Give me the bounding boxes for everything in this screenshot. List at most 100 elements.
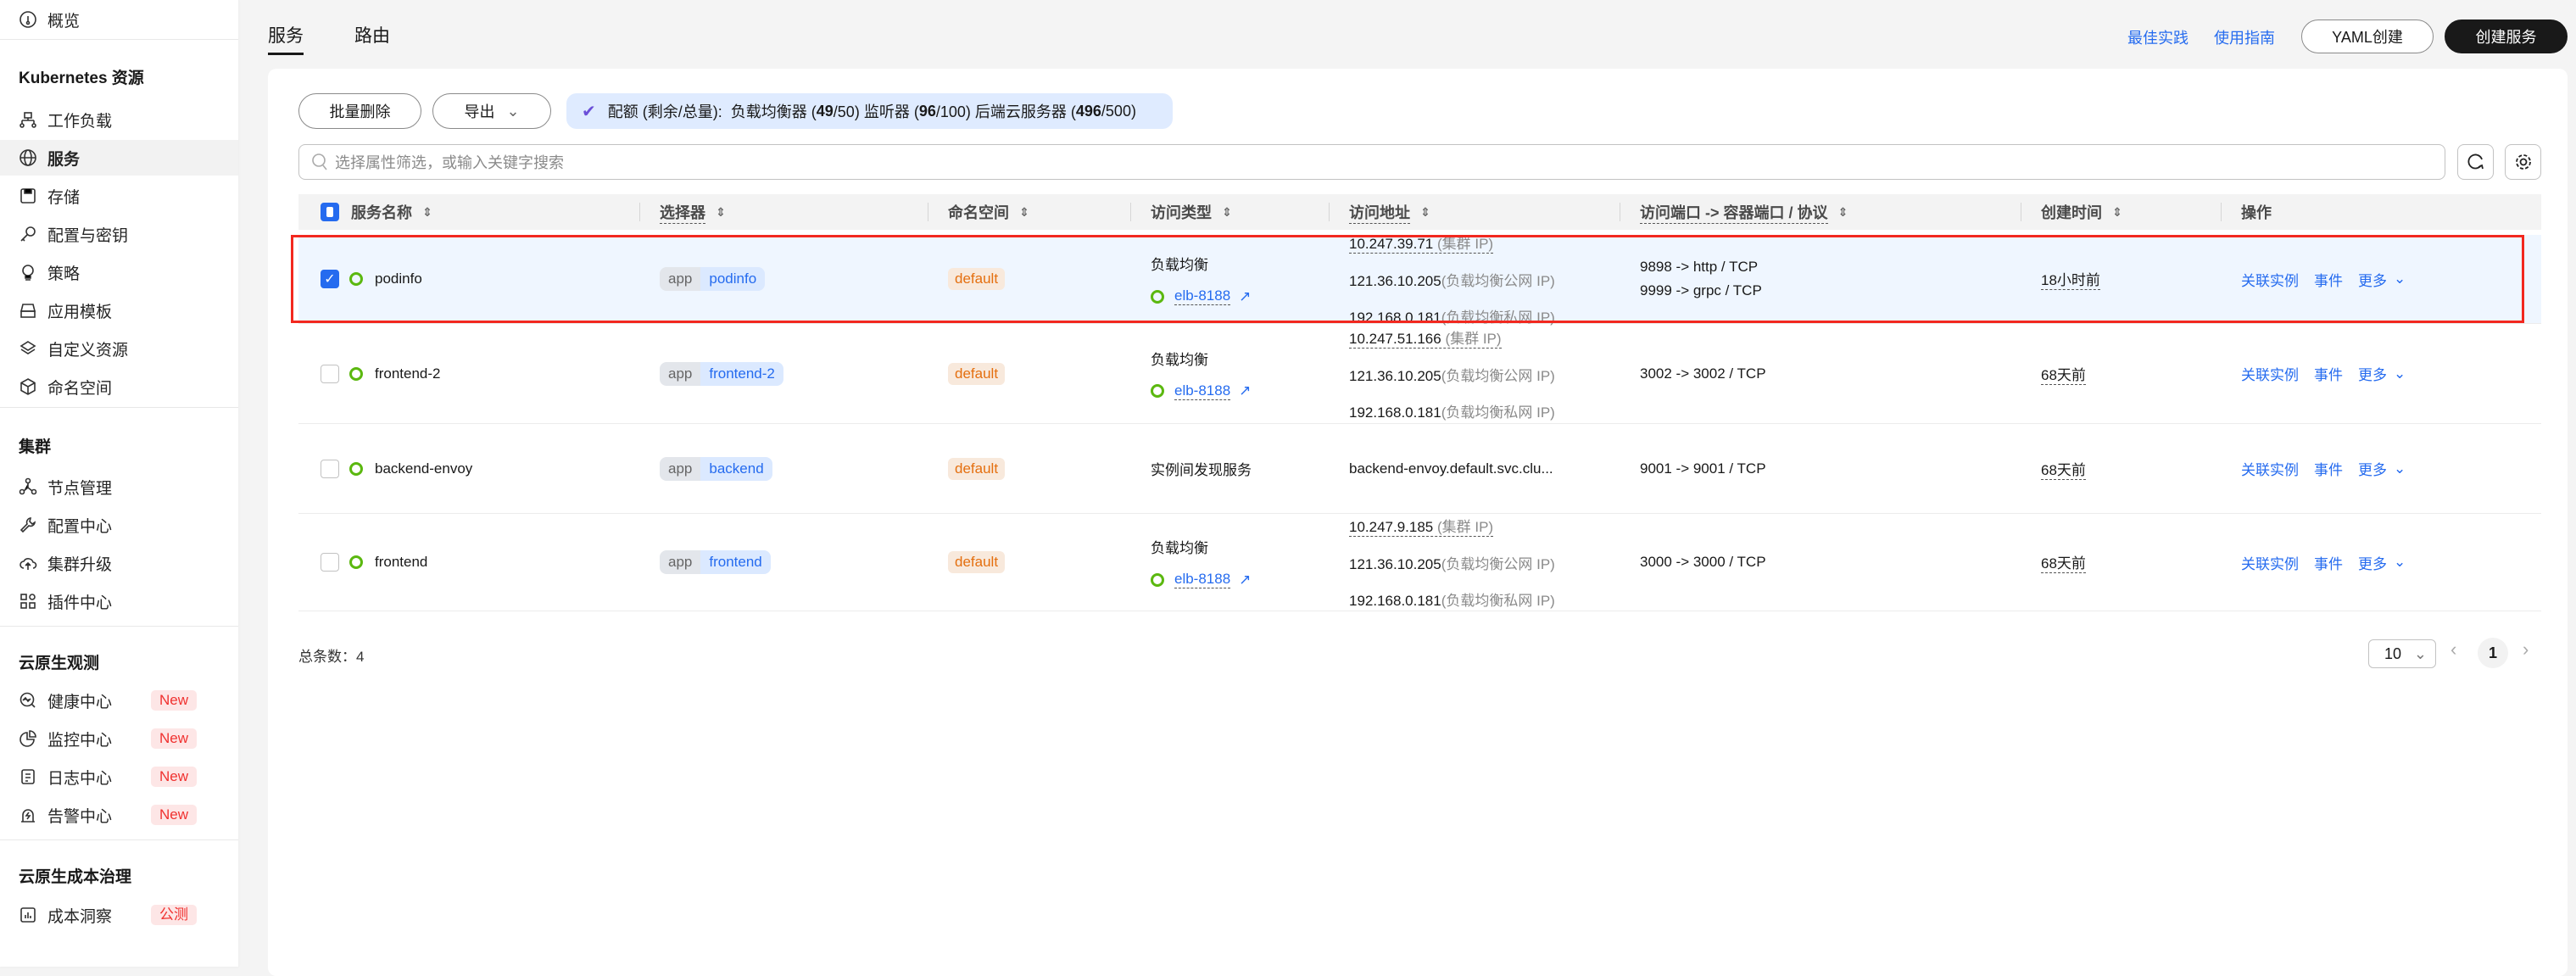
sort-icon[interactable]: ⇕ xyxy=(1420,205,1430,219)
sidebar-item[interactable]: 存储 xyxy=(0,181,238,211)
sort-icon[interactable]: ⇕ xyxy=(1019,205,1029,219)
sidebar-item[interactable]: 健康中心 xyxy=(0,685,238,716)
more-dropdown[interactable]: 更多 xyxy=(2358,462,2387,478)
total-value: 4 xyxy=(356,649,365,665)
sort-icon[interactable]: ⇕ xyxy=(2112,205,2122,219)
table-header: 服务名称 ⇕ 选择器 ⇕ 命名空间 ⇕ 访问类型 ⇕ 访问地址 ⇕ 访问端口 -> 容器端口 / 协… xyxy=(298,194,2541,230)
sidebar-item-overview[interactable]: 概览 xyxy=(0,4,238,35)
selector-tag: app frontend xyxy=(660,550,771,574)
create-service-button[interactable]: 创建服务 xyxy=(2445,20,2568,53)
refresh-button[interactable] xyxy=(2457,144,2494,180)
sidebar-item[interactable]: 配置中心 xyxy=(0,510,238,540)
related-instances-link[interactable]: 关联实例 xyxy=(2241,555,2299,572)
select-all-checkbox[interactable] xyxy=(321,203,339,221)
related-instances-link[interactable]: 关联实例 xyxy=(2241,272,2299,289)
sidebar-item[interactable]: 监控中心 xyxy=(0,723,238,754)
table-row[interactable]: backend-envoy app backend default 实例间发现服务 bac… xyxy=(298,424,2541,514)
row-checkbox[interactable] xyxy=(321,364,339,383)
service-name[interactable]: podinfo xyxy=(375,270,422,287)
events-link[interactable]: 事件 xyxy=(2314,462,2343,478)
status-running-icon xyxy=(349,461,363,476)
table-row[interactable]: frontend app frontend default 负载均衡 elb-8188 ↗ 1… xyxy=(298,514,2541,611)
sidebar-item[interactable]: 集群升级 xyxy=(0,548,238,578)
settings-button[interactable] xyxy=(2505,144,2541,180)
user-guide-link[interactable]: 使用指南 xyxy=(2214,30,2275,47)
sidebar-item[interactable]: 配置与密钥 xyxy=(0,219,238,249)
sidebar-item[interactable]: 自定义资源 xyxy=(0,333,238,364)
row-checkbox[interactable] xyxy=(321,553,339,572)
column-header[interactable]: 命名空间 ⇕ xyxy=(928,194,1130,230)
sidebar-item[interactable]: 插件中心 xyxy=(0,586,238,616)
current-page-button[interactable]: 1 xyxy=(2478,638,2508,668)
access-address: backend-envoy.default.svc.clu... xyxy=(1349,460,1620,477)
batch-delete-button[interactable]: 批量删除 xyxy=(298,93,421,129)
sidebar-item[interactable]: 应用模板 xyxy=(0,295,238,326)
sidebar-badge: New xyxy=(151,728,198,749)
events-link[interactable]: 事件 xyxy=(2314,367,2343,383)
table-row[interactable]: ✓ podinfo app podinfo default 负载均衡 elb-8188 ↗ 10… xyxy=(298,235,2541,326)
events-link[interactable]: 事件 xyxy=(2314,555,2343,572)
related-instances-link[interactable]: 关联实例 xyxy=(2241,462,2299,478)
address-ip: 10.247.51.166 xyxy=(1349,330,1441,347)
column-header[interactable]: 访问类型 ⇕ xyxy=(1130,194,1329,230)
sort-icon[interactable]: ⇕ xyxy=(1222,205,1232,219)
quota-prefix: 配额 (剩余/总量): 负载均衡器 ( xyxy=(607,103,817,120)
column-header[interactable]: 服务名称 ⇕ xyxy=(298,194,639,230)
sidebar-item[interactable]: 工作负载 xyxy=(0,104,238,135)
sidebar-item-label: 插件中心 xyxy=(47,594,113,612)
sidebar-item[interactable]: 策略 xyxy=(0,257,238,287)
row-checkbox[interactable]: ✓ xyxy=(321,270,339,288)
table-row[interactable]: frontend-2 app frontend-2 default 负载均衡 elb-81… xyxy=(298,324,2541,424)
sidebar-item[interactable]: 服务 xyxy=(0,140,238,176)
sort-icon[interactable]: ⇕ xyxy=(1837,205,1848,219)
prev-page-button[interactable]: ‹ xyxy=(2451,639,2457,660)
sidebar-item[interactable]: 节点管理 xyxy=(0,471,238,502)
port-mapping: 9001 -> 9001 / TCP xyxy=(1640,460,1766,477)
access-type: 负载均衡 xyxy=(1151,257,1208,273)
more-dropdown[interactable]: 更多 xyxy=(2358,367,2387,383)
sort-icon[interactable]: ⇕ xyxy=(716,205,726,219)
external-link-icon[interactable]: ↗ xyxy=(1239,287,1252,304)
search-input[interactable]: 选择属性筛选，或输入关键字搜索 xyxy=(298,144,2445,180)
selector-value: backend xyxy=(700,456,772,481)
sidebar-item-label: 健康中心 xyxy=(47,693,113,711)
service-name[interactable]: frontend-2 xyxy=(375,365,441,382)
elb-link[interactable]: elb-8188 xyxy=(1174,571,1231,588)
port-mapping: 3000 -> 3000 / TCP xyxy=(1640,554,1766,570)
best-practice-link[interactable]: 最佳实践 xyxy=(2127,30,2188,47)
elb-link[interactable]: elb-8188 xyxy=(1174,382,1231,400)
elb-link[interactable]: elb-8188 xyxy=(1174,287,1231,305)
column-header[interactable]: 选择器 ⇕ xyxy=(639,194,928,230)
export-dropdown[interactable]: 导出 ⌄ xyxy=(432,93,551,129)
wrench-icon xyxy=(20,517,36,533)
service-name[interactable]: backend-envoy xyxy=(375,460,473,477)
row-checkbox[interactable] xyxy=(321,459,339,478)
column-header[interactable]: 访问地址 ⇕ xyxy=(1329,194,1620,230)
related-instances-link[interactable]: 关联实例 xyxy=(2241,367,2299,383)
next-page-button[interactable]: › xyxy=(2523,639,2529,660)
page-size-select[interactable]: 10 ⌄ xyxy=(2368,639,2436,668)
external-link-icon[interactable]: ↗ xyxy=(1239,382,1252,399)
sidebar-item[interactable]: 日志中心 xyxy=(0,761,238,792)
service-name[interactable]: frontend xyxy=(375,554,428,570)
port-mapping: 9898 -> http / TCP xyxy=(1640,259,1759,275)
events-link[interactable]: 事件 xyxy=(2314,272,2343,289)
column-header[interactable]: 访问端口 -> 容器端口 / 协议 ⇕ xyxy=(1620,194,2021,230)
sidebar-item[interactable]: 告警中心 xyxy=(0,800,238,830)
more-dropdown[interactable]: 更多 xyxy=(2358,272,2387,289)
tab-routes[interactable]: 路由 xyxy=(354,26,390,46)
external-link-icon[interactable]: ↗ xyxy=(1239,571,1252,588)
address-label: (负载均衡私网 IP) xyxy=(1441,593,1555,609)
column-label: 访问地址 xyxy=(1349,201,1410,224)
sort-icon[interactable]: ⇕ xyxy=(422,205,432,219)
storage-icon xyxy=(20,188,36,204)
yaml-create-button[interactable]: YAML创建 xyxy=(2301,20,2434,53)
sidebar-item[interactable]: 命名空间 xyxy=(0,371,238,402)
address-ip: 121.36.10.205 xyxy=(1349,273,1441,289)
sidebar-item[interactable]: 成本洞察 xyxy=(0,900,238,930)
column-header[interactable]: 创建时间 ⇕ xyxy=(2021,194,2221,230)
dashboard-icon xyxy=(20,11,36,28)
more-dropdown[interactable]: 更多 xyxy=(2358,555,2387,572)
search-placeholder: 选择属性筛选，或输入关键字搜索 xyxy=(335,154,564,171)
tab-services[interactable]: 服务 xyxy=(268,26,304,46)
